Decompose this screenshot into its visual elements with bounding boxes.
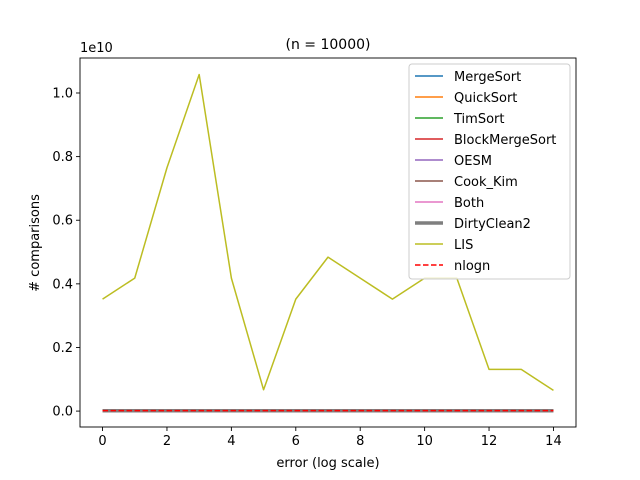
x-tick-label: 12 [481,434,498,449]
legend-label: Cook_Kim [454,175,518,190]
y-tick-label: 0.4 [52,277,73,292]
legend-label: DirtyClean2 [454,217,531,232]
legend-label: Both [454,196,484,211]
x-axis-label: error (log scale) [276,456,379,471]
legend: MergeSort QuickSort TimSort BlockMergeSort O… [408,63,571,280]
y-axis-label: # comparisons [28,194,43,292]
y-offset-label: 1e10 [80,41,113,56]
x-tick-label: 4 [227,434,235,449]
series-line-lis [102,73,554,392]
x-tick-label: 6 [292,434,300,449]
x-tick-label: 2 [163,434,171,449]
x-tick-label: 8 [356,434,364,449]
y-tick-label: 0.6 [52,214,73,229]
legend-label: nlogn [454,259,490,274]
y-tick-label: 1.0 [52,86,73,101]
y-tick-label: 0.2 [52,341,73,356]
legend-box [408,63,571,280]
axes-frame [79,57,577,428]
x-tick-label: 10 [416,434,433,449]
legend-label: BlockMergeSort [454,133,556,148]
legend-label: OESM [454,154,492,169]
x-tick-label: 14 [545,434,562,449]
legend-label: MergeSort [454,70,521,85]
y-tick-label: 0.8 [52,150,73,165]
axes: 0 2 4 6 8 10 12 14 0.0 0.2 0.4 0.6 0.8 1.0 [52,57,577,449]
legend-label: TimSort [453,112,504,127]
chart-title: (n = 10000) [286,37,371,53]
legend-label: LIS [454,238,473,253]
plot-area [102,73,554,413]
legend-label: QuickSort [454,91,517,106]
x-tick-label: 0 [98,434,106,449]
y-tick-label: 0.0 [52,405,73,420]
